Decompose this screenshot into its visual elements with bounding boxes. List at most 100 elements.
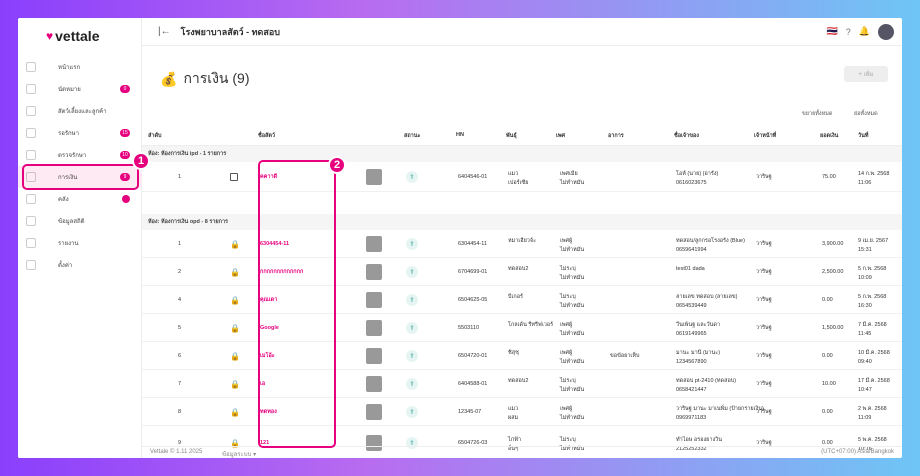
collapse-all-button[interactable]: ย่อทั้งหมด: [854, 111, 878, 117]
table-row[interactable]: 6 เมโอ้ะ 6504720-01 ชิสุชุ เพศผู้ ไม่ทำหมัน ข…: [142, 342, 902, 370]
stethoscope-icon[interactable]: ⚕: [406, 378, 418, 390]
owner: ทดสอบ/ลูกกรอโรงอร้ง (Blue) 0659641994: [676, 238, 745, 253]
pet-name[interactable]: เมโอ้ะ: [260, 353, 275, 359]
sex: ไม่ระบุ ไม่ทำหมัน: [560, 437, 585, 452]
expand-all-button[interactable]: ขยายทั้งหมด: [802, 111, 833, 117]
hn: 6304454-11: [458, 241, 487, 247]
group-header[interactable]: ห้อง: ห้องการเงิน ipd - 1 รายการ: [142, 146, 902, 162]
column-header[interactable]: สถานะ: [404, 133, 421, 139]
menu-icon: [26, 106, 36, 116]
table-row[interactable]: 5 Google 5503110 โกลเด้น รีทรีฟเวอร์ เพศผู้ …: [142, 314, 902, 342]
pet-name[interactable]: คคาาดี: [260, 174, 278, 180]
table-row[interactable]: 1 6304454-11 6304454-11 หมาเฮียวจ้ะ เพศผู้ ไ…: [142, 230, 902, 258]
amount: 0.00: [822, 353, 833, 359]
menu-icon: [26, 260, 36, 270]
collapse-icon[interactable]: |←: [158, 26, 171, 37]
highlight-pet-names: [258, 160, 336, 448]
stethoscope-icon[interactable]: ⚕: [406, 238, 418, 250]
lock-icon: 🔒: [230, 268, 240, 277]
version: Vettale © 1.11 2025: [150, 449, 203, 455]
count-badge: 0: [120, 85, 130, 93]
column-header[interactable]: ชื่อเจ้าของ: [674, 133, 699, 139]
table-row[interactable]: 4 คุณเดา 6504625-05 บีเกอร์ ไม่ระบุ ไม่ทำหมั…: [142, 286, 902, 314]
hn: 6504720-01: [458, 353, 488, 359]
column-header[interactable]: HN: [456, 132, 464, 138]
column-header[interactable]: ลำดับ: [148, 133, 162, 139]
hn: 12345-07: [458, 409, 482, 415]
pet-name[interactable]: 6304454-11: [260, 241, 290, 247]
logo[interactable]: ♥ vettale: [46, 28, 99, 44]
sidebar-item-1[interactable]: นัดหมาย 0: [18, 78, 142, 100]
column-header[interactable]: ยอดเงิน: [820, 133, 839, 139]
callout-1: 1: [132, 152, 150, 170]
stethoscope-icon[interactable]: ⚕: [406, 171, 418, 183]
owner: มานะ มานี (มานะ) 1234567890: [676, 350, 721, 365]
sidebar-item-9[interactable]: ตั้งค่า: [18, 254, 142, 276]
sidebar-item-4[interactable]: ตรวจรักษา 10: [18, 144, 142, 166]
pet-name[interactable]: ทดทอง: [260, 409, 277, 415]
sidebar-item-7[interactable]: ข้อมูลสถิติ: [18, 210, 142, 232]
clinic-name: โรงพยาบาลสัตว์ - ทดสอบ: [180, 26, 280, 37]
owner: ทำไอษ อรองยางวิน 2125252332: [676, 437, 723, 452]
table-row[interactable]: 9 121 6504726-03 ไก่ฟ้า อื่นๆ ไม่ระบุ ไม่ทำห…: [142, 426, 902, 458]
sidebar-item-label: ข้อมูลสถิติ: [58, 219, 85, 225]
pet-photo: [366, 376, 382, 392]
system-info-link[interactable]: ข้อมูลระบบ ▾: [222, 452, 257, 458]
sidebar-item-5[interactable]: การเงิน 9: [18, 166, 142, 188]
staff: วาริษฐ: [756, 297, 772, 303]
menu-icon: [26, 194, 36, 204]
staff: วาริษฐ: [756, 269, 772, 275]
help-icon[interactable]: ?: [845, 26, 851, 37]
add-button[interactable]: + เพิ่ม: [844, 66, 888, 82]
group-header[interactable]: ห้อง: ห้องการเงิน opd - 8 รายการ: [142, 214, 902, 230]
table-row[interactable]: 1 คคาาดี 6404546-01 แมว เปอร์เซีย เพศเมีย ไม…: [142, 162, 902, 192]
pet-name[interactable]: เอ: [260, 381, 266, 387]
row-number: 2: [178, 269, 182, 275]
column-header[interactable]: เพศ: [556, 133, 565, 139]
stethoscope-icon[interactable]: ⚕: [406, 294, 418, 306]
row-number: 1: [178, 174, 182, 180]
owner: วาริษฐ มานะ มาเนพิ่ม (ป้ายกรายเงิน) 0969…: [676, 406, 764, 421]
lock-icon: 🔒: [230, 240, 240, 249]
column-header[interactable]: ชื่อสัตว์: [258, 133, 276, 139]
breed: บีเกอร์: [508, 294, 523, 300]
count-badge: 10: [120, 151, 130, 159]
pet-name[interactable]: กกกกกกกกกกกกก: [260, 269, 304, 275]
highlight-finance-menu: [22, 164, 139, 190]
staff: วาริษฐ: [756, 440, 772, 446]
sidebar-item-2[interactable]: สัตว์เลี้ยงและลูกค้า: [18, 100, 142, 122]
lock-icon: 🔒: [230, 408, 240, 417]
column-header[interactable]: อาการ: [608, 133, 624, 139]
row-number: 7: [178, 381, 182, 387]
notification-dot: [122, 195, 130, 203]
table-row[interactable]: 7 เอ 6404588-01 ทดสอบ2 ไม่ระบุ ไม่ทำหมัน ทดสอ…: [142, 370, 902, 398]
count-badge: 15: [120, 129, 130, 137]
stethoscope-icon[interactable]: ⚕: [406, 350, 418, 362]
stethoscope-icon[interactable]: ⚕: [406, 266, 418, 278]
sidebar-item-3[interactable]: รอรักษา 15: [18, 122, 142, 144]
column-header[interactable]: เจ้าหน้าที่: [754, 133, 777, 139]
row-checkbox[interactable]: [230, 173, 238, 181]
row-number: 6: [178, 353, 182, 359]
sidebar-item-6[interactable]: คลัง: [18, 188, 142, 210]
column-header[interactable]: วันที่: [858, 133, 869, 139]
pet-name[interactable]: 121: [260, 440, 270, 446]
stethoscope-icon[interactable]: ⚕: [406, 322, 418, 334]
table-row[interactable]: 2 กกกกกกกกกกกกก 6704699-01 ทดสอบ2 ไม่ระบุ ไม…: [142, 258, 902, 286]
bell-icon[interactable]: 🔔: [858, 26, 870, 36]
table-row[interactable]: 8 ทดทอง 12345-07 แมว ผสม เพศผู้ ไม่ทำหมัน วาร…: [142, 398, 902, 426]
staff: วาริษฐ: [756, 381, 772, 387]
breed: ทดสอบ2: [508, 266, 529, 272]
pet-name[interactable]: คุณเดา: [260, 297, 278, 303]
stethoscope-icon[interactable]: ⚕: [406, 406, 418, 418]
row-number: 8: [178, 409, 182, 415]
menu-icon: [26, 150, 36, 160]
language-flag-icon[interactable]: 🇹🇭: [826, 26, 838, 36]
breed: ทดสอบ2: [508, 378, 529, 384]
sidebar-item-0[interactable]: หน้าแรก: [18, 56, 142, 78]
sidebar-item-label: การเงิน: [58, 175, 78, 181]
sidebar-item-8[interactable]: รายงาน: [18, 232, 142, 254]
column-header[interactable]: พันธุ์: [506, 133, 517, 139]
pet-name[interactable]: Google: [260, 325, 279, 331]
avatar[interactable]: [878, 23, 894, 40]
